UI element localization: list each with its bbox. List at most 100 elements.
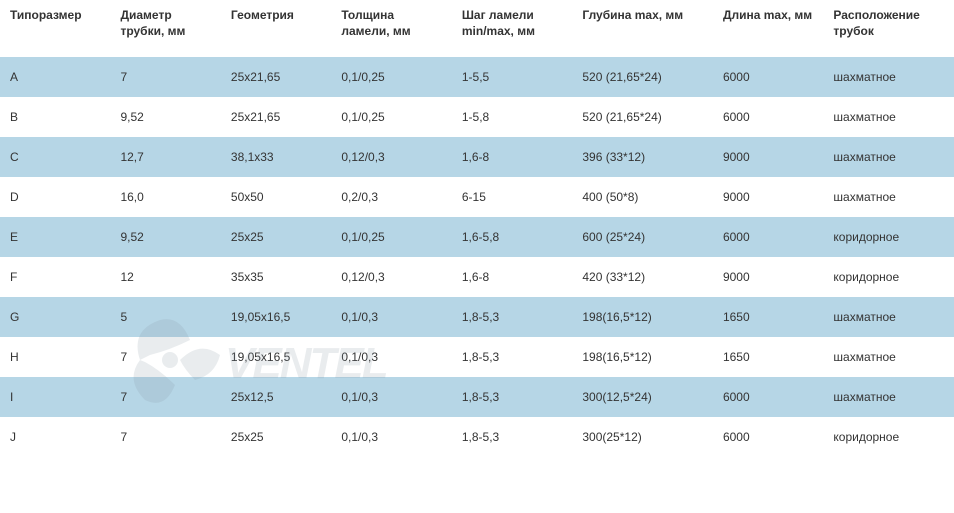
table-cell: 38,1x33	[221, 137, 331, 177]
table-cell: 1,8-5,3	[452, 337, 573, 377]
table-cell: 9000	[713, 257, 823, 297]
table-cell: 0,1/0,3	[331, 377, 452, 417]
table-row: D16,050x500,2/0,36-15400 (50*8)9000шахма…	[0, 177, 954, 217]
table-cell: 12	[110, 257, 220, 297]
table-row: H719,05x16,50,1/0,31,8-5,3198(16,5*12)16…	[0, 337, 954, 377]
table-cell: 1,6-8	[452, 257, 573, 297]
table-cell: шахматное	[823, 137, 954, 177]
table-cell: 7	[110, 337, 220, 377]
table-cell: 7	[110, 57, 220, 97]
table-cell: F	[0, 257, 110, 297]
table-cell: 1,8-5,3	[452, 377, 573, 417]
table-cell: коридорное	[823, 257, 954, 297]
header-row: Типоразмер Диаметр трубки, мм Геометрия …	[0, 0, 954, 57]
table-cell: 1650	[713, 337, 823, 377]
table-cell: 50x50	[221, 177, 331, 217]
table-cell: 9000	[713, 177, 823, 217]
table-cell: коридорное	[823, 417, 954, 457]
table-cell: E	[0, 217, 110, 257]
table-cell: 7	[110, 377, 220, 417]
table-cell: 9,52	[110, 217, 220, 257]
table-cell: 0,1/0,3	[331, 337, 452, 377]
table-row: I725x12,50,1/0,31,8-5,3300(12,5*24)6000ш…	[0, 377, 954, 417]
table-cell: 1,8-5,3	[452, 297, 573, 337]
header-cell: Глубина max, мм	[572, 0, 713, 57]
table-cell: 600 (25*24)	[572, 217, 713, 257]
table-cell: 5	[110, 297, 220, 337]
table-cell: D	[0, 177, 110, 217]
table-cell: 300(25*12)	[572, 417, 713, 457]
table-cell: 6000	[713, 57, 823, 97]
table-cell: 25x25	[221, 217, 331, 257]
table-cell: 300(12,5*24)	[572, 377, 713, 417]
table-cell: 12,7	[110, 137, 220, 177]
table-cell: 25x21,65	[221, 97, 331, 137]
spec-table: Типоразмер Диаметр трубки, мм Геометрия …	[0, 0, 954, 457]
table-cell: 19,05x16,5	[221, 337, 331, 377]
table-cell: 35x35	[221, 257, 331, 297]
header-cell: Длина max, мм	[713, 0, 823, 57]
table-row: F1235x350,12/0,31,6-8420 (33*12)9000кори…	[0, 257, 954, 297]
table-cell: 7	[110, 417, 220, 457]
table-cell: 0,1/0,25	[331, 97, 452, 137]
table-cell: 16,0	[110, 177, 220, 217]
table-cell: I	[0, 377, 110, 417]
table-cell: коридорное	[823, 217, 954, 257]
table-cell: 1,8-5,3	[452, 417, 573, 457]
table-cell: шахматное	[823, 57, 954, 97]
table-cell: шахматное	[823, 377, 954, 417]
table-cell: 1-5,8	[452, 97, 573, 137]
table-container: Типоразмер Диаметр трубки, мм Геометрия …	[0, 0, 954, 457]
table-cell: 396 (33*12)	[572, 137, 713, 177]
table-cell: 0,1/0,25	[331, 57, 452, 97]
table-row: C12,738,1x330,12/0,31,6-8396 (33*12)9000…	[0, 137, 954, 177]
table-row: E9,5225x250,1/0,251,6-5,8600 (25*24)6000…	[0, 217, 954, 257]
table-cell: 19,05x16,5	[221, 297, 331, 337]
table-cell: 198(16,5*12)	[572, 297, 713, 337]
table-cell: 1,6-5,8	[452, 217, 573, 257]
table-cell: 420 (33*12)	[572, 257, 713, 297]
table-cell: C	[0, 137, 110, 177]
header-cell: Геометрия	[221, 0, 331, 57]
table-cell: шахматное	[823, 297, 954, 337]
table-cell: 198(16,5*12)	[572, 337, 713, 377]
table-cell: B	[0, 97, 110, 137]
table-cell: 400 (50*8)	[572, 177, 713, 217]
table-row: A725x21,650,1/0,251-5,5520 (21,65*24)600…	[0, 57, 954, 97]
table-cell: 1650	[713, 297, 823, 337]
table-cell: 9,52	[110, 97, 220, 137]
header-cell: Типоразмер	[0, 0, 110, 57]
table-cell: 0,12/0,3	[331, 257, 452, 297]
table-cell: 0,1/0,3	[331, 417, 452, 457]
table-cell: 6-15	[452, 177, 573, 217]
table-cell: шахматное	[823, 177, 954, 217]
table-cell: J	[0, 417, 110, 457]
table-cell: A	[0, 57, 110, 97]
table-cell: 6000	[713, 217, 823, 257]
table-row: G519,05x16,50,1/0,31,8-5,3198(16,5*12)16…	[0, 297, 954, 337]
table-cell: 25x21,65	[221, 57, 331, 97]
header-cell: Расположение трубок	[823, 0, 954, 57]
table-cell: 0,1/0,3	[331, 297, 452, 337]
header-cell: Диаметр трубки, мм	[110, 0, 220, 57]
table-cell: 25x25	[221, 417, 331, 457]
table-cell: шахматное	[823, 97, 954, 137]
table-cell: 0,2/0,3	[331, 177, 452, 217]
table-cell: 1,6-8	[452, 137, 573, 177]
table-cell: 520 (21,65*24)	[572, 57, 713, 97]
table-cell: 0,1/0,25	[331, 217, 452, 257]
table-cell: шахматное	[823, 337, 954, 377]
table-cell: 25x12,5	[221, 377, 331, 417]
table-row: B9,5225x21,650,1/0,251-5,8520 (21,65*24)…	[0, 97, 954, 137]
table-cell: 1-5,5	[452, 57, 573, 97]
table-cell: H	[0, 337, 110, 377]
table-row: J725x250,1/0,31,8-5,3300(25*12)6000корид…	[0, 417, 954, 457]
table-cell: 520 (21,65*24)	[572, 97, 713, 137]
table-cell: 6000	[713, 417, 823, 457]
table-cell: 9000	[713, 137, 823, 177]
header-cell: Толщина ламели, мм	[331, 0, 452, 57]
table-cell: G	[0, 297, 110, 337]
table-cell: 0,12/0,3	[331, 137, 452, 177]
table-cell: 6000	[713, 377, 823, 417]
header-cell: Шаг ламели min/max, мм	[452, 0, 573, 57]
